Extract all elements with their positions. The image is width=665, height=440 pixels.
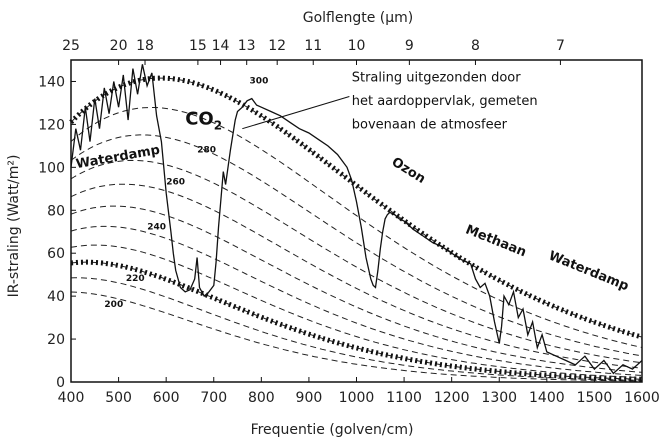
top-tick-label: 12 — [268, 38, 286, 54]
axes: 400 500 600 700 800 900 1000 1100 1200 1300 1400 15… — [38, 38, 660, 406]
x-tick-label: 1000 — [339, 390, 375, 406]
x-tick-label: 1400 — [529, 390, 565, 406]
curve-label-240: 240 — [147, 223, 166, 233]
bold-curve-220K — [70, 259, 643, 382]
top-tick-label: 18 — [136, 38, 154, 54]
top-tick-label: 25 — [62, 38, 80, 54]
annotation-5: Ozon — [389, 155, 428, 187]
curve-300K — [70, 77, 643, 338]
x-tick-label: 1600 — [624, 390, 660, 406]
y-tick-label: 120 — [38, 117, 65, 133]
x-tick-label: 1200 — [434, 390, 470, 406]
y-tick-label: 60 — [47, 246, 65, 262]
curve-290K — [70, 107, 643, 348]
annotation-7: Waterdamp — [546, 249, 630, 295]
curve-230K — [70, 244, 643, 379]
top-tick-label: 7 — [556, 38, 565, 54]
y-tick-label: 140 — [38, 74, 65, 90]
curve-280K — [70, 134, 643, 357]
top-tick-label: 20 — [110, 38, 128, 54]
top-tick-label: 14 — [212, 38, 230, 54]
x-tick-label: 1300 — [481, 390, 517, 406]
annotation-6: Methaan — [463, 222, 528, 260]
curve-label-220: 220 — [126, 274, 145, 284]
curve-260K — [70, 183, 643, 369]
x-tick-label: 400 — [58, 390, 85, 406]
top-axis-label: Golflengte (µm) — [303, 10, 414, 26]
annotation-2: bovenaan de atmosfeer — [352, 118, 508, 133]
curve-210K — [70, 277, 642, 381]
curve-label-280: 280 — [197, 145, 216, 155]
spectrum-line — [70, 64, 643, 375]
y-tick-label: 40 — [47, 289, 65, 305]
annotation-1: het aardoppervlak, gemeten — [352, 94, 538, 109]
reference-curves: 200 220 240 260 280 300 — [69, 75, 643, 382]
y-tick-label: 0 — [56, 375, 65, 391]
top-tick-label: 15 — [189, 38, 207, 54]
curve-label-200: 200 — [104, 300, 123, 310]
curve-220K — [70, 261, 643, 380]
y-tick-label: 80 — [47, 203, 65, 219]
annotation-3: CO2 — [185, 108, 222, 132]
curve-label-300: 300 — [250, 77, 269, 87]
curve-240K — [70, 225, 643, 376]
curve-label-260: 260 — [166, 178, 185, 188]
x-tick-label: 800 — [248, 390, 275, 406]
top-tick-label: 10 — [348, 38, 366, 54]
curve-270K — [70, 159, 643, 364]
x-axis-label: Frequentie (golven/cm) — [251, 422, 414, 438]
top-tick-label: 9 — [405, 38, 414, 54]
x-tick-label: 1500 — [577, 390, 613, 406]
annotation-pointer — [242, 96, 350, 130]
y-axis-label: IR-straling (Watt/m²) — [6, 155, 22, 298]
annotation-subscript: 2 — [214, 118, 222, 132]
x-tick-label: 1100 — [386, 390, 422, 406]
x-tick-label: 600 — [153, 390, 180, 406]
annotation-4: Waterdamp — [75, 143, 161, 173]
y-tick-label: 100 — [38, 160, 65, 176]
curve-200K — [70, 291, 642, 382]
top-tick-label: 11 — [304, 38, 322, 54]
spectrum-layer — [70, 64, 643, 375]
x-tick-label: 700 — [200, 390, 227, 406]
x-tick-label: 900 — [296, 390, 323, 406]
top-tick-label: 8 — [471, 38, 480, 54]
top-tick-label: 13 — [238, 38, 256, 54]
x-tick-label: 500 — [105, 390, 132, 406]
y-tick-label: 20 — [47, 332, 65, 348]
annotation-0: Straling uitgezonden door — [352, 70, 522, 85]
